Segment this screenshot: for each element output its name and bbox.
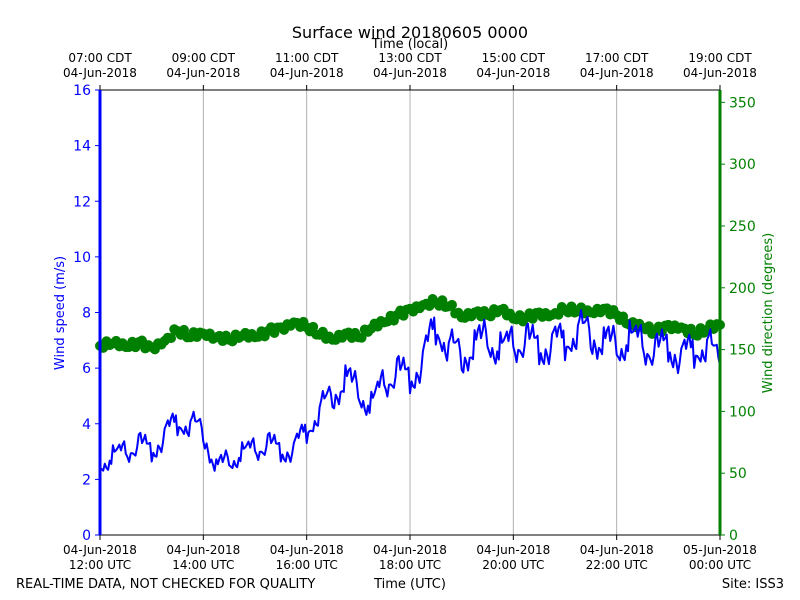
right-tick-label: 250 (729, 219, 756, 235)
bottom-tick-time: 14:00 UTC (172, 558, 234, 572)
top-tick-date: 04-Jun-2018 (63, 66, 137, 80)
left-tick-label: 4 (82, 417, 91, 433)
left-tick-label: 16 (73, 83, 91, 99)
top-tick-time: 19:00 CDT (688, 51, 752, 65)
footer-quality-note: REAL-TIME DATA, NOT CHECKED FOR QUALITY (16, 577, 315, 592)
top-tick-date: 04-Jun-2018 (580, 66, 654, 80)
top-tick-time: 17:00 CDT (585, 51, 649, 65)
chart-title: Surface wind 20180605 0000 (292, 23, 528, 42)
right-tick-label: 100 (729, 404, 756, 420)
bottom-tick-time: 00:00 UTC (689, 558, 751, 572)
wind-speed-line (99, 309, 721, 472)
top-tick-date: 04-Jun-2018 (683, 66, 757, 80)
left-tick-label: 12 (73, 194, 91, 210)
left-tick-label: 8 (82, 306, 91, 322)
bottom-tick-date: 04-Jun-2018 (63, 543, 137, 557)
footer-site: Site: ISS3 (722, 577, 784, 592)
right-tick-label: 350 (729, 95, 756, 111)
top-tick-time: 11:00 CDT (275, 51, 339, 65)
wind-direction-point (166, 333, 177, 344)
left-tick-label: 2 (82, 472, 91, 488)
right-tick-label: 300 (729, 157, 756, 173)
wind-direction-point (356, 332, 367, 343)
top-axis-label: Time (local) (371, 37, 448, 52)
wind-direction-point (446, 299, 457, 310)
bottom-tick-time: 18:00 UTC (379, 558, 441, 572)
bottom-tick-date: 04-Jun-2018 (373, 543, 447, 557)
top-tick-time: 15:00 CDT (482, 51, 546, 65)
bottom-tick-time: 20:00 UTC (482, 558, 544, 572)
top-tick-time: 13:00 CDT (378, 51, 442, 65)
bottom-tick-time: 12:00 UTC (69, 558, 131, 572)
left-tick-label: 14 (73, 139, 91, 155)
top-tick-date: 04-Jun-2018 (476, 66, 550, 80)
right-tick-label: 0 (729, 528, 738, 544)
bottom-tick-time: 16:00 UTC (276, 558, 338, 572)
bottom-tick-date: 04-Jun-2018 (476, 543, 550, 557)
bottom-tick-date: 04-Jun-2018 (270, 543, 344, 557)
right-axis-ticks: 0 50 100 150 200 250 300 350 (720, 95, 756, 544)
right-tick-label: 150 (729, 343, 756, 359)
top-tick-time: 09:00 CDT (172, 51, 236, 65)
left-tick-label: 0 (82, 528, 91, 544)
wind-direction-point (308, 321, 319, 332)
top-tick-date: 04-Jun-2018 (270, 66, 344, 80)
top-tick-date: 04-Jun-2018 (373, 66, 447, 80)
bottom-tick-date: 04-Jun-2018 (580, 543, 654, 557)
x-axis-label: Time (UTC) (373, 577, 446, 592)
left-tick-label: 10 (73, 250, 91, 266)
bottom-tick-time: 22:00 UTC (586, 558, 648, 572)
right-axis-label: Wind direction (degrees) (761, 233, 776, 393)
right-tick-label: 50 (729, 466, 747, 482)
bottom-tick-date: 04-Jun-2018 (166, 543, 240, 557)
left-axis-label: Wind speed (m/s) (53, 256, 68, 370)
bottom-tick-date: 05-Jun-2018 (683, 543, 757, 557)
left-axis-ticks: 0 2 4 6 8 10 12 14 16 (73, 83, 100, 544)
top-tick-date: 04-Jun-2018 (166, 66, 240, 80)
left-tick-label: 6 (82, 361, 91, 377)
right-tick-label: 200 (729, 281, 756, 297)
top-tick-time: 07:00 CDT (68, 51, 132, 65)
